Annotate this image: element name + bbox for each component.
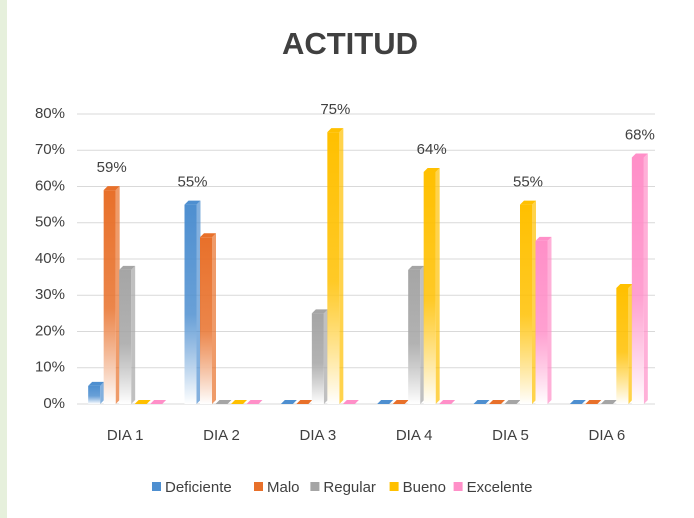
left-edge bbox=[0, 0, 7, 518]
bar-top bbox=[342, 400, 359, 404]
bar bbox=[327, 132, 340, 404]
bar-side bbox=[547, 236, 552, 404]
bar-top bbox=[377, 400, 394, 404]
bar bbox=[311, 313, 324, 404]
x-tick-label: DIA 3 bbox=[299, 427, 336, 444]
bar-top bbox=[504, 400, 521, 404]
x-tick-label: DIA 5 bbox=[492, 427, 529, 444]
y-tick-label: 20% bbox=[35, 322, 65, 339]
data-label: 64% bbox=[417, 141, 447, 158]
legend-label: Bueno bbox=[403, 479, 446, 496]
legend-label: Excelente bbox=[467, 479, 533, 496]
data-label: 55% bbox=[177, 174, 207, 191]
bar-top bbox=[150, 400, 167, 404]
bar-side bbox=[323, 309, 328, 404]
bar-top bbox=[246, 400, 263, 404]
bar-top bbox=[473, 400, 490, 404]
bar-side bbox=[420, 265, 425, 404]
x-tick-label: DIA 4 bbox=[396, 427, 433, 444]
bar-side bbox=[131, 265, 136, 404]
bar bbox=[184, 204, 197, 404]
bar bbox=[103, 190, 116, 404]
bar-top bbox=[119, 265, 136, 270]
y-tick-label: 30% bbox=[35, 286, 65, 303]
y-tick-label: 0% bbox=[43, 395, 65, 412]
bar-side bbox=[115, 186, 120, 404]
bar-top bbox=[489, 400, 505, 404]
bar-side bbox=[212, 233, 216, 404]
bar-top bbox=[311, 309, 328, 314]
bar-top bbox=[231, 400, 247, 404]
legend-swatch bbox=[389, 482, 399, 491]
bar-top bbox=[616, 284, 633, 288]
bar-top bbox=[423, 168, 440, 172]
bar-side bbox=[339, 128, 344, 404]
y-tick-label: 10% bbox=[35, 359, 65, 376]
legend-swatch bbox=[453, 482, 463, 491]
bar-top bbox=[184, 200, 201, 205]
bar-top bbox=[600, 400, 617, 404]
y-tick-label: 50% bbox=[35, 214, 65, 231]
x-tick-label: DIA 1 bbox=[107, 427, 144, 444]
chart-title: ACTITUD bbox=[282, 26, 418, 61]
bar-top bbox=[569, 400, 586, 404]
bar-top bbox=[215, 400, 232, 404]
bar-top bbox=[520, 200, 536, 205]
bar-side bbox=[100, 381, 105, 404]
bar bbox=[119, 269, 132, 404]
bar bbox=[535, 240, 548, 404]
bar bbox=[520, 204, 532, 404]
bar bbox=[631, 157, 644, 404]
data-label: 59% bbox=[97, 159, 127, 176]
bar-side bbox=[643, 153, 648, 404]
bar-top bbox=[408, 265, 425, 270]
bar-top bbox=[103, 186, 120, 191]
y-tick-label: 70% bbox=[35, 141, 65, 158]
legend-label: Malo bbox=[267, 479, 300, 496]
y-tick-label: 80% bbox=[35, 105, 65, 122]
bar-top bbox=[535, 236, 552, 241]
data-label: 75% bbox=[320, 101, 350, 118]
bar-side bbox=[532, 200, 536, 404]
y-tick-label: 40% bbox=[35, 250, 65, 267]
bar-top bbox=[392, 400, 409, 404]
bar-top bbox=[585, 400, 602, 404]
bar-top bbox=[439, 400, 456, 404]
bar-side bbox=[435, 168, 440, 404]
data-label: 55% bbox=[513, 174, 543, 191]
x-tick-label: DIA 6 bbox=[588, 427, 625, 444]
bar-top bbox=[280, 400, 297, 404]
bar-side bbox=[196, 200, 201, 404]
legend-swatch bbox=[254, 482, 263, 491]
bar-side bbox=[628, 284, 633, 404]
y-tick-label: 60% bbox=[35, 177, 65, 194]
x-tick-label: DIA 2 bbox=[203, 427, 240, 444]
legend-label: Regular bbox=[323, 479, 376, 496]
bar-top bbox=[134, 400, 151, 404]
bar-top bbox=[296, 400, 313, 404]
data-label: 68% bbox=[625, 126, 655, 143]
bar-top bbox=[327, 128, 344, 133]
bar-top bbox=[631, 153, 648, 158]
bar bbox=[616, 288, 629, 404]
bar-top bbox=[200, 233, 216, 238]
bar bbox=[88, 385, 101, 404]
legend-label: Deficiente bbox=[165, 479, 232, 496]
bar bbox=[200, 237, 212, 404]
legend-swatch bbox=[152, 482, 161, 491]
legend-swatch bbox=[310, 482, 320, 491]
bar bbox=[408, 269, 421, 404]
bar-top bbox=[88, 381, 105, 386]
bar bbox=[423, 172, 436, 404]
